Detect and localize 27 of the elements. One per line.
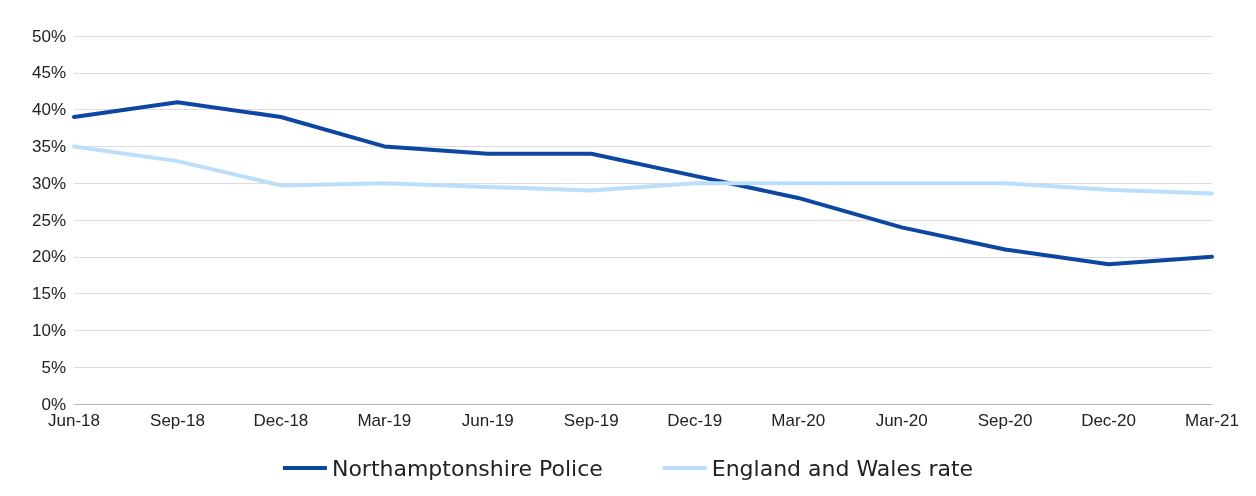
line-series [72, 144, 1214, 196]
x-tick-label: Dec-18 [253, 411, 309, 430]
line-series [72, 100, 1214, 267]
x-tick-label: Mar-20 [771, 411, 826, 430]
x-tick-label: Sep-19 [563, 411, 619, 430]
y-tick-label: 0% [41, 394, 66, 414]
y-tick-label: 20% [31, 247, 66, 267]
y-tick-label: 25% [31, 210, 66, 230]
y-tick-label: 15% [31, 284, 66, 304]
y-tick-label: 35% [31, 136, 66, 156]
x-tick-label: Mar-19 [357, 411, 412, 430]
x-tick-label: Sep-18 [150, 411, 205, 430]
legend-label: Northamptonshire Police [331, 455, 603, 481]
x-tick-label: Dec-19 [667, 411, 723, 430]
y-tick-label: 10% [31, 320, 66, 340]
y-tick-label: 5% [41, 357, 66, 377]
y-tick-label: 40% [31, 100, 66, 120]
y-tick-label: 50% [31, 26, 66, 46]
x-tick-label: Jun-18 [48, 411, 100, 430]
x-tick-label: Mar-21 [1185, 411, 1239, 430]
x-tick-label: Sep-20 [977, 411, 1033, 430]
legend-label: England and Wales rate [711, 455, 974, 481]
x-tick-label: Dec-20 [1081, 411, 1136, 430]
x-tick-label: Jun-19 [461, 411, 514, 430]
y-tick-label: 45% [31, 63, 66, 83]
x-tick-label: Jun-20 [875, 411, 928, 430]
y-tick-label: 30% [31, 173, 66, 193]
